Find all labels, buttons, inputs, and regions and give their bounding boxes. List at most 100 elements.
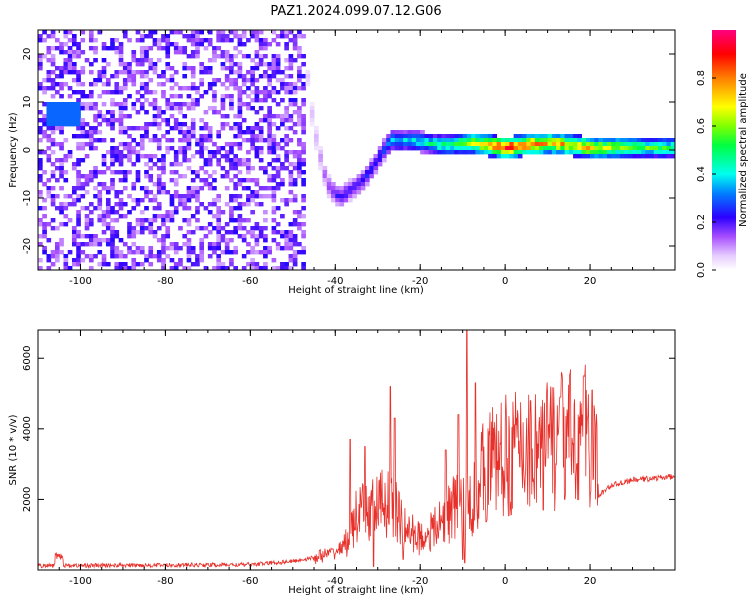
heatmap-cell [237, 226, 243, 231]
heatmap-cell [114, 146, 120, 151]
heatmap-cell [381, 142, 387, 147]
heatmap-cell [156, 42, 162, 47]
heatmap-y-tick-label: -10 [22, 190, 33, 206]
heatmap-cell [394, 146, 400, 151]
heatmap-cell [199, 166, 205, 171]
heatmap-cell [454, 146, 459, 151]
heatmap-cell [577, 154, 582, 159]
heatmap-cell [110, 162, 115, 167]
heatmap-cell [611, 150, 616, 155]
heatmap-cell [190, 30, 196, 35]
heatmap-cell [114, 150, 120, 155]
heatmap-cell [59, 250, 64, 255]
heatmap-cell [144, 58, 149, 63]
heatmap-cell [80, 118, 86, 123]
heatmap-cell [309, 102, 315, 107]
heatmap-cell [110, 210, 115, 215]
heatmap-cell [229, 178, 234, 183]
heatmap-cell [364, 170, 370, 175]
colorbar-tick-label: 0.0 [696, 262, 707, 278]
heatmap-cell [76, 46, 81, 51]
heatmap-cell [42, 182, 47, 187]
heatmap-cell [144, 190, 149, 195]
heatmap-cell [530, 146, 536, 151]
heatmap-cell [284, 242, 289, 247]
heatmap-cell [71, 106, 77, 111]
heatmap-cell [254, 34, 260, 39]
heatmap-x-tick-label: 0 [502, 276, 508, 287]
heatmap-cell [199, 258, 205, 263]
heatmap-cell [233, 114, 238, 119]
heatmap-cell [356, 174, 362, 179]
heatmap-cell [471, 150, 476, 155]
heatmap-cell [224, 222, 230, 227]
heatmap-cell [131, 150, 137, 155]
heatmap-cell [280, 178, 285, 183]
heatmap-cell [666, 138, 672, 143]
heatmap-cell [288, 66, 294, 71]
heatmap-cell [254, 122, 260, 127]
heatmap-cell [59, 114, 64, 119]
heatmap-cell [568, 142, 574, 147]
heatmap-cell [233, 186, 238, 191]
heatmap-cell [275, 230, 281, 235]
heatmap-cell [110, 146, 115, 151]
heatmap-cell [207, 202, 213, 207]
heatmap-cell [105, 242, 111, 247]
heatmap-cell [220, 106, 226, 111]
heatmap-cell [190, 170, 196, 175]
heatmap-cell [84, 134, 90, 139]
heatmap-cell [420, 142, 425, 147]
heatmap-cell [233, 174, 238, 179]
heatmap-cell [156, 178, 162, 183]
heatmap-cell [144, 186, 149, 191]
heatmap-cell [445, 138, 451, 143]
heatmap-cell [292, 194, 298, 199]
heatmap-cell [97, 130, 103, 135]
heatmap-cell [71, 242, 77, 247]
heatmap-cell [233, 226, 238, 231]
heatmap-cell [173, 262, 179, 267]
heatmap-cell [539, 138, 544, 143]
heatmap-cell [658, 154, 663, 159]
heatmap-cell [144, 46, 149, 51]
heatmap-cell [76, 234, 81, 239]
heatmap-cell [76, 110, 81, 115]
heatmap-cell [93, 114, 98, 119]
heatmap-cell [263, 98, 268, 103]
heatmap-cell [76, 70, 81, 75]
heatmap-cell [292, 162, 298, 167]
heatmap-cell [161, 34, 166, 39]
heatmap-cell [195, 206, 200, 211]
heatmap-cell [88, 174, 94, 179]
heatmap-cell [42, 30, 47, 35]
heatmap-cell [144, 162, 149, 167]
heatmap-cell [84, 178, 90, 183]
heatmap-cell [271, 90, 277, 95]
heatmap-cell [369, 170, 374, 175]
heatmap-cell [186, 238, 192, 243]
heatmap-cell [84, 190, 90, 195]
heatmap-cell [292, 198, 298, 203]
heatmap-cell [212, 54, 217, 59]
heatmap-cell [38, 162, 43, 167]
heatmap-cell [224, 246, 230, 251]
heatmap-cell [212, 246, 217, 251]
heatmap-cell [314, 146, 319, 151]
heatmap-cell [364, 182, 370, 187]
heatmap-cell [670, 138, 675, 143]
heatmap-cell [67, 46, 73, 51]
heatmap-cell [148, 218, 154, 223]
heatmap-cell [127, 226, 132, 231]
heatmap-cell [161, 182, 166, 187]
heatmap-cell [105, 122, 111, 127]
heatmap-cell [297, 78, 302, 83]
heatmap-cell [398, 138, 404, 143]
heatmap-cell [216, 258, 222, 263]
heatmap-cell [424, 142, 430, 147]
heatmap-cell [97, 214, 103, 219]
heatmap-cell [267, 82, 272, 87]
heatmap-cell [420, 130, 425, 135]
heatmap-cell [267, 178, 272, 183]
heatmap-cell [186, 102, 192, 107]
